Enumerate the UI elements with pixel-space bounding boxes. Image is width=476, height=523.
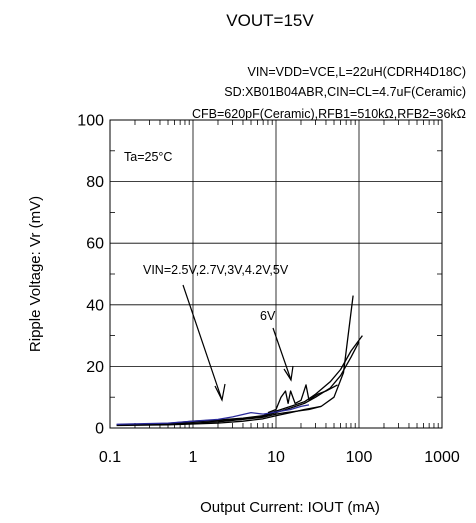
y-tick-label: 0 — [95, 421, 104, 438]
y-tick-label: 100 — [77, 113, 104, 130]
vin-group-arrow-line — [182, 284, 223, 401]
series-line — [116, 295, 354, 426]
y-axis-label: Ripple Voltage: Vr (mV) — [27, 196, 44, 352]
series-line — [116, 405, 322, 427]
x-tick-labels: 0.1 1 10 100 1000 — [99, 449, 460, 466]
vin-6v-arrow-head — [283, 365, 294, 382]
x-axis-label: Output Current: IOUT (mA) — [200, 499, 380, 516]
y-tick-labels: 0 20 40 60 80 100 — [77, 113, 104, 438]
y-tick-label: 20 — [86, 359, 104, 376]
series-line — [116, 335, 363, 426]
series-line — [267, 384, 338, 414]
y-tick-label: 60 — [86, 236, 104, 253]
vin-6v-annotation: 6V — [260, 309, 276, 323]
condition-line-2: SD:XB01B04ABR,CIN=CL=4.7uF(Ceramic) — [224, 85, 466, 99]
vin-6v-arrow-line — [272, 327, 292, 381]
x-tick-label: 100 — [346, 449, 373, 466]
x-tick-label: 10 — [267, 449, 285, 466]
series-line — [116, 404, 310, 425]
condition-line-1: VIN=VDD=VCE,L=22uH(CDRH4D18C) — [248, 65, 466, 79]
x-tick-label: 1000 — [424, 449, 460, 466]
vin-group-annotation: VIN=2.5V,2.7V,3V,4.2V,5V — [143, 263, 289, 277]
temperature-annotation: Ta=25°C — [124, 150, 172, 164]
condition-line-3: CFB=620pF(Ceramic),RFB1=510kΩ,RFB2=36kΩ — [192, 107, 466, 121]
y-tick-label: 80 — [86, 174, 104, 191]
y-tick-label: 40 — [86, 297, 104, 314]
series-layer — [116, 295, 363, 427]
x-tick-label: 1 — [189, 449, 198, 466]
series-line — [116, 341, 360, 426]
vin-group-arrow-head — [214, 383, 226, 402]
chart-title: VOUT=15V — [226, 11, 314, 30]
plot-frame — [109, 119, 443, 429]
x-tick-label: 0.1 — [99, 449, 121, 466]
grid-lines — [110, 120, 442, 428]
